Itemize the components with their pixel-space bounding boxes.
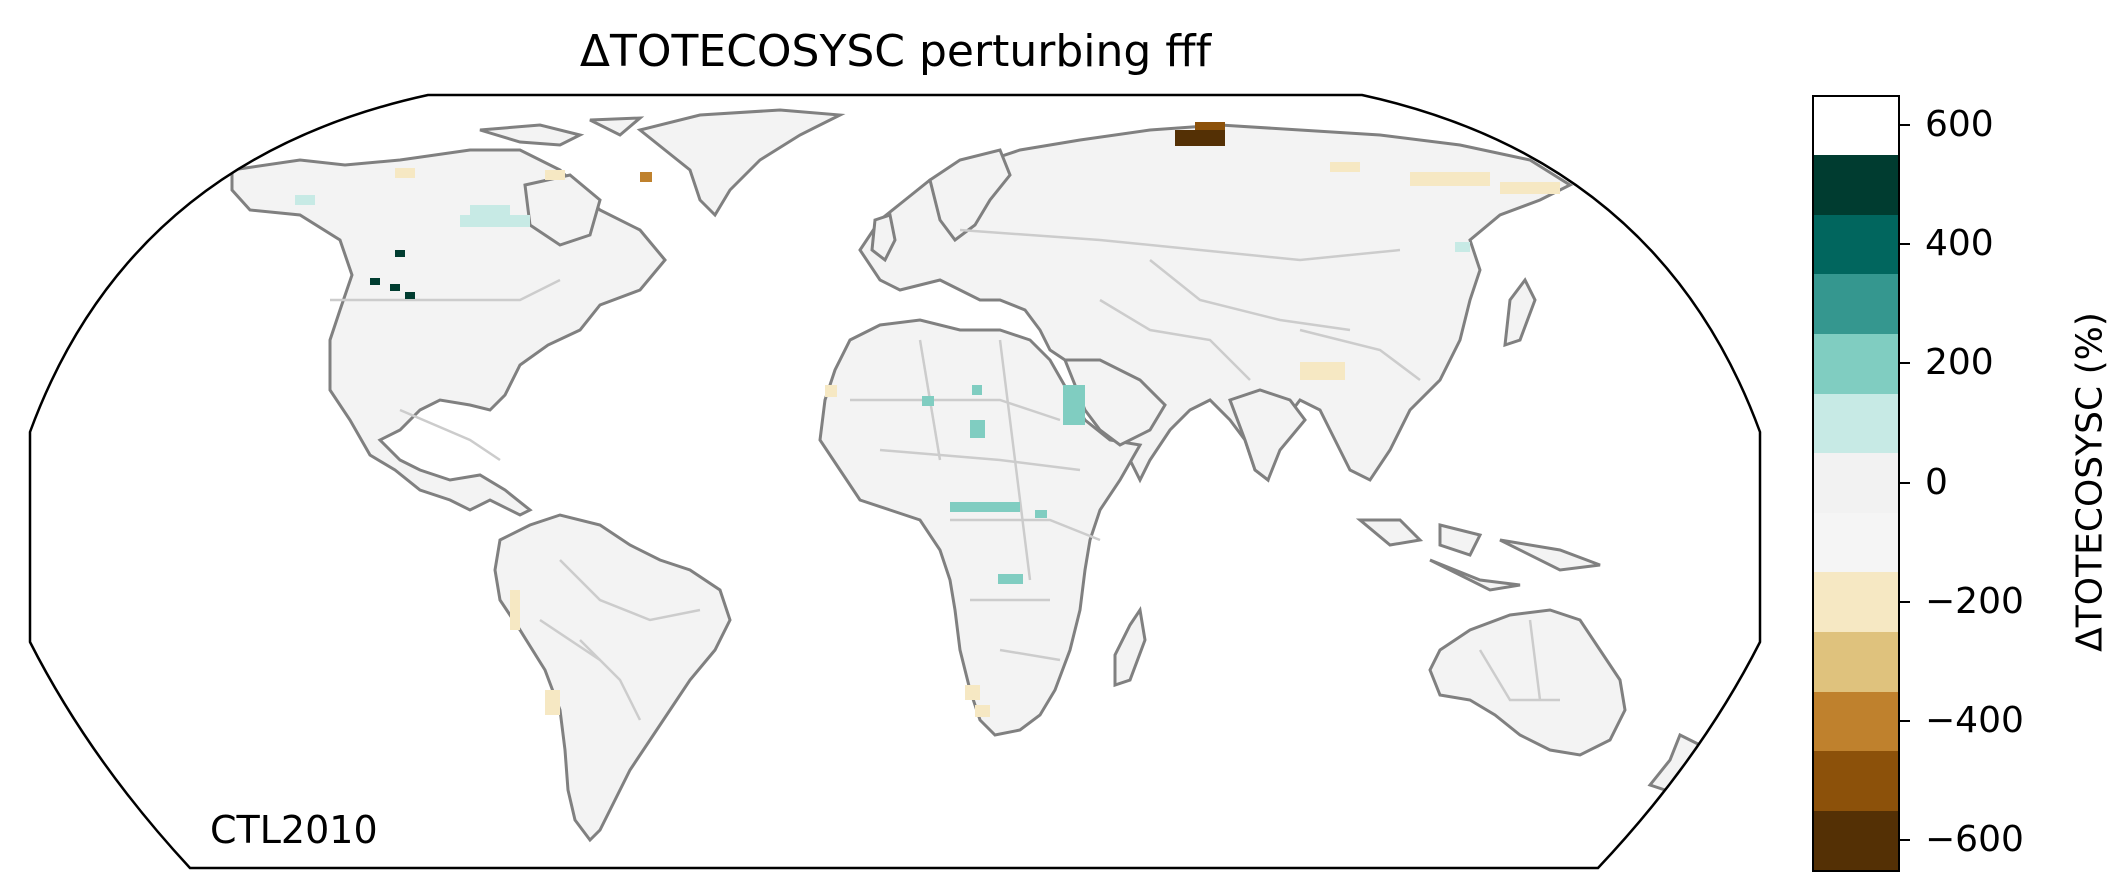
land-indonesia xyxy=(1355,518,1601,592)
cell-positive xyxy=(970,420,985,438)
land-new-zealand xyxy=(1647,732,1702,792)
colorbar-tick xyxy=(1898,123,1910,126)
colorbar-segment xyxy=(1812,333,1898,394)
colorbar-segment xyxy=(1812,571,1898,633)
map-boundary xyxy=(28,93,1762,870)
cell-negative xyxy=(510,590,520,630)
land-africa xyxy=(818,318,1143,737)
colorbar-tick-label: 400 xyxy=(1925,223,1994,265)
cell-positive xyxy=(390,284,400,291)
land-arabia xyxy=(1062,358,1167,447)
cell-positive xyxy=(972,385,982,395)
cell-negative xyxy=(1195,122,1225,130)
colorbar-tick-label: 600 xyxy=(1925,103,1994,145)
colorbar-title: ΔTOTECOSYSC (%) xyxy=(2069,312,2111,652)
colorbar-segment xyxy=(1812,512,1898,573)
land-greenland xyxy=(636,108,846,218)
colorbar xyxy=(1812,95,1898,871)
cell-positive xyxy=(922,396,934,406)
colorbar-frame xyxy=(1812,95,1900,872)
panel-label: CTL2010 xyxy=(210,808,378,852)
cell-positive xyxy=(950,502,1020,512)
land-british-isles xyxy=(870,213,897,263)
cell-positive xyxy=(1455,242,1470,252)
colorbar-segment xyxy=(1812,273,1898,334)
land-australia xyxy=(1428,608,1627,757)
cell-negative xyxy=(825,385,837,397)
cell-negative xyxy=(395,168,415,178)
cell-positive xyxy=(405,292,415,299)
cell-positive xyxy=(370,278,380,285)
colorbar-tick xyxy=(1898,719,1910,722)
cell-positive xyxy=(470,205,510,215)
colorbar-segment xyxy=(1812,750,1898,811)
cell-negative xyxy=(1500,182,1560,194)
colorbar-tick-label: −600 xyxy=(1925,819,2024,861)
cell-positive xyxy=(1035,510,1047,518)
land-japan xyxy=(1503,277,1537,348)
cell-negative xyxy=(1175,130,1225,146)
cell-positive xyxy=(1063,385,1085,425)
colorbar-tick xyxy=(1898,362,1910,365)
cell-positive xyxy=(460,215,530,227)
colorbar-segment xyxy=(1812,154,1898,215)
colorbar-segment xyxy=(1812,631,1898,692)
colorbar-tick xyxy=(1898,243,1910,246)
colorbar-segment xyxy=(1812,452,1898,513)
cell-negative xyxy=(1410,172,1490,186)
colorbar-tick xyxy=(1898,481,1910,484)
cell-positive xyxy=(998,574,1023,584)
colorbar-segment xyxy=(1812,810,1898,871)
cell-negative xyxy=(545,170,565,180)
cell-negative xyxy=(1300,362,1345,380)
cell-negative xyxy=(640,172,652,182)
land-south-america xyxy=(493,513,732,843)
cell-negative xyxy=(975,705,990,717)
colorbar-segment xyxy=(1812,214,1898,275)
country-borders xyxy=(330,228,1560,721)
cell-negative xyxy=(1330,162,1360,172)
colorbar-tick-label: 200 xyxy=(1925,342,1994,384)
colorbar-tick xyxy=(1898,839,1910,842)
land-madagascar xyxy=(1113,606,1147,688)
land-india xyxy=(1228,388,1307,483)
land-scandinavia xyxy=(928,148,1012,243)
colorbar-tick-label: −200 xyxy=(1925,580,2024,622)
colorbar-segment xyxy=(1812,393,1898,454)
cell-negative xyxy=(965,685,980,700)
data-cells xyxy=(295,122,1560,717)
colorbar-tick-label: 0 xyxy=(1925,461,1948,503)
cell-negative xyxy=(545,690,560,715)
colorbar-segment xyxy=(1812,691,1898,752)
cell-positive xyxy=(295,195,315,205)
colorbar-tick-label: −400 xyxy=(1925,699,2024,741)
map-title: ΔTOTECOSYSC perturbing fff xyxy=(579,26,1212,77)
colorbar-tick xyxy=(1898,600,1910,603)
cell-positive xyxy=(395,250,405,257)
